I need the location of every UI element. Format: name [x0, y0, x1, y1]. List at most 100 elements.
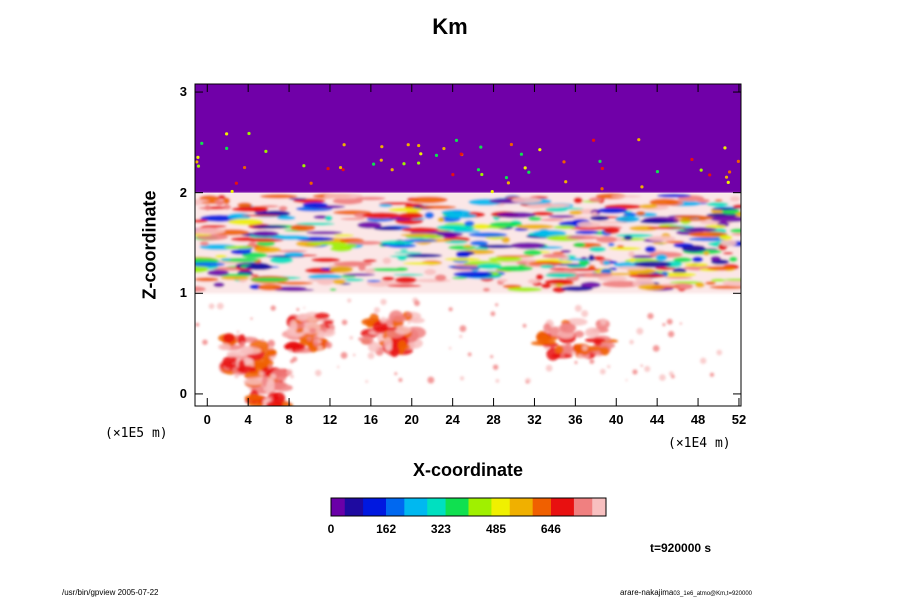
colorbar-frame: [330, 497, 607, 517]
z-scale-note: (×1E5 m): [105, 426, 168, 441]
x-tick-label: 28: [486, 412, 501, 427]
colorbar-cell: [569, 498, 575, 516]
colorbar-cell: [468, 498, 474, 516]
colorbar-cell: [573, 498, 579, 516]
upper-layer-fill: [195, 84, 741, 193]
z-tick-label: 1: [179, 285, 187, 301]
x-tick-label: 32: [527, 412, 542, 427]
colorbar-cell: [523, 498, 529, 516]
x-tick-label: 24: [445, 412, 460, 427]
x-tick-label: 16: [363, 412, 379, 427]
footer-right-sub: 03_1e6_atmo@Km,t=920000: [673, 591, 752, 597]
colorbar-cell: [518, 498, 524, 516]
colorbar-tick-label: 162: [376, 522, 397, 536]
colorbar-cell: [496, 498, 502, 516]
colorbar-cell: [587, 498, 593, 516]
colorbar-cell: [486, 498, 492, 516]
z-tick-label: 0: [179, 385, 187, 401]
colorbar-cell: [395, 498, 401, 516]
colorbar-cell: [477, 498, 483, 516]
colorbar-cell: [381, 498, 387, 516]
colorbar-cell: [482, 498, 488, 516]
colorbar-cell: [349, 498, 355, 516]
colorbar-cell: [436, 498, 442, 516]
colorbar-cell: [514, 498, 520, 516]
colorbar-cell: [551, 498, 557, 516]
colorbar-tick-label: 323: [430, 522, 451, 536]
x-tick-label: 40: [609, 412, 624, 427]
footer-left: /usr/bin/gpview 2005-07-22: [62, 588, 159, 597]
colorbar-cell: [367, 498, 373, 516]
colorbar-cell: [331, 498, 337, 516]
field-layer: [195, 84, 741, 406]
x-tick-label: 44: [649, 412, 665, 427]
x-axis-title: X-coordinate: [412, 460, 523, 480]
colorbar-cell: [404, 498, 410, 516]
colorbar-cell: [541, 498, 547, 516]
colorbar-cell: [463, 498, 469, 516]
colorbar-cell: [459, 498, 465, 516]
colorbar-cell: [592, 498, 598, 516]
colorbar-cell: [473, 498, 479, 516]
x-tick-label: 20: [404, 412, 419, 427]
colorbar-cell: [344, 498, 350, 516]
colorbar-cell: [560, 498, 566, 516]
colorbar-tick-label: 0: [327, 522, 335, 536]
colorbar-cell: [418, 498, 424, 516]
colorbar-cell: [386, 498, 392, 516]
colorbar-cell: [422, 498, 428, 516]
x-tick-label: 8: [285, 412, 293, 427]
colorbar-cell: [358, 498, 364, 516]
colorbar-cell: [505, 498, 511, 516]
colorbar-cell: [363, 498, 369, 516]
colorbar-cell: [353, 498, 359, 516]
colorbar-cell: [528, 498, 534, 516]
x-tick-label: 52: [731, 412, 747, 427]
colorbar-cell: [376, 498, 382, 516]
colorbar-cell: [454, 498, 460, 516]
footer-right-main: arare-nakajima: [619, 588, 674, 597]
x-tick-label: 0: [203, 412, 211, 427]
colorbar-cell: [431, 498, 437, 516]
colorbar-cell: [537, 498, 543, 516]
colorbar-tick-label: 485: [486, 522, 507, 536]
colorbar-cell: [390, 498, 396, 516]
colorbar-cell: [509, 498, 515, 516]
colorbar-cell: [445, 498, 451, 516]
turbulent-layer: [195, 192, 741, 294]
x-tick-label: 36: [568, 412, 583, 427]
colorbar-cell: [532, 498, 538, 516]
colorbar-cell: [596, 498, 602, 516]
footer-right: arare-nakajima03_1e6_atmo@Km,t=920000: [620, 588, 752, 597]
colorbar-cell: [413, 498, 419, 516]
colorbar-cell: [601, 498, 607, 516]
z-tick-label: 3: [179, 84, 187, 100]
time-label: t=920000 s: [650, 541, 712, 555]
colorbar-cell: [399, 498, 405, 516]
x-tick-label: 48: [690, 412, 706, 427]
colorbar-cell: [564, 498, 570, 516]
colorbar-cell: [546, 498, 552, 516]
colorbar-cell: [335, 498, 341, 516]
colorbar-cell: [408, 498, 414, 516]
z-tick-label: 2: [179, 184, 187, 200]
colorbar-cell: [450, 498, 456, 516]
colorbar-cell: [441, 498, 447, 516]
colorbar-cell: [372, 498, 378, 516]
x-scale-note: (×1E4 m): [668, 436, 731, 451]
lower-plumes: [195, 297, 723, 406]
x-tick-label: 4: [244, 412, 252, 427]
colorbar-cell: [340, 498, 346, 516]
plot-frame: [194, 83, 742, 407]
chart-title: Km: [432, 14, 468, 39]
colorbar-cell: [500, 498, 506, 516]
x-tick-label: 12: [322, 412, 338, 427]
colorbar: [330, 497, 607, 517]
colorbar-cell: [555, 498, 561, 516]
colorbar-cell: [583, 498, 589, 516]
colorbar-cell: [427, 498, 433, 516]
colorbar-cell: [491, 498, 497, 516]
axis-ticks: [195, 84, 741, 406]
colorbar-tick-label: 646: [540, 522, 561, 536]
